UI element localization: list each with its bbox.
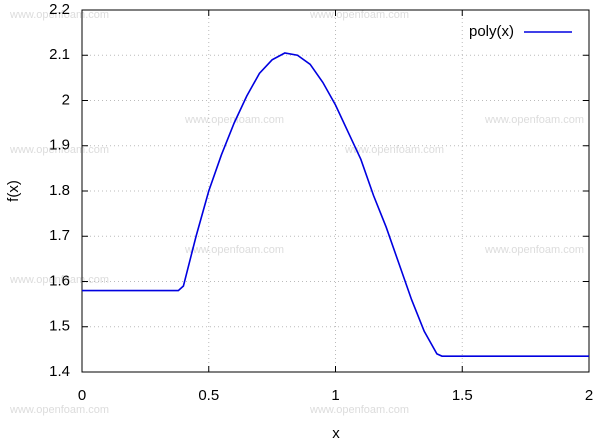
x-tick-label: 2 (585, 387, 593, 404)
y-tick-label: 1.7 (49, 227, 70, 244)
x-tick-label: 1.5 (452, 387, 473, 404)
watermark: www.openfoam.com (9, 404, 109, 416)
watermark: www.openfoam.com (9, 9, 109, 21)
watermark: www.openfoam.com (9, 144, 109, 156)
watermark: www.openfoam.com (309, 9, 409, 21)
watermark: www.openfoam.com (184, 244, 284, 256)
y-tick-label: 1.5 (49, 318, 70, 335)
watermark: www.openfoam.com (9, 274, 109, 286)
y-tick-label: 1.4 (49, 363, 70, 380)
y-tick-label: 2 (62, 91, 70, 108)
y-tick-label: 2.2 (49, 1, 70, 18)
y-tick-label: 1.9 (49, 137, 70, 154)
watermark: www.openfoam.com (309, 404, 409, 416)
y-axis-label: f(x) (5, 180, 22, 202)
watermark: www.openfoam.com (344, 144, 444, 156)
x-tick-label: 0.5 (198, 387, 219, 404)
legend-label: poly(x) (469, 23, 514, 40)
plot-frame (81, 9, 590, 373)
x-tick-label: 0 (78, 387, 86, 404)
watermark: www.openfoam.com (484, 244, 584, 256)
x-axis-label: x (332, 425, 340, 442)
data-line (82, 52, 589, 357)
y-tick-label: 2.1 (49, 46, 70, 63)
y-tick-label: 1.6 (49, 272, 70, 289)
x-tick-label: 1 (331, 387, 339, 404)
y-tick-label: 1.8 (49, 182, 70, 199)
watermark: www.openfoam.com (484, 114, 584, 126)
